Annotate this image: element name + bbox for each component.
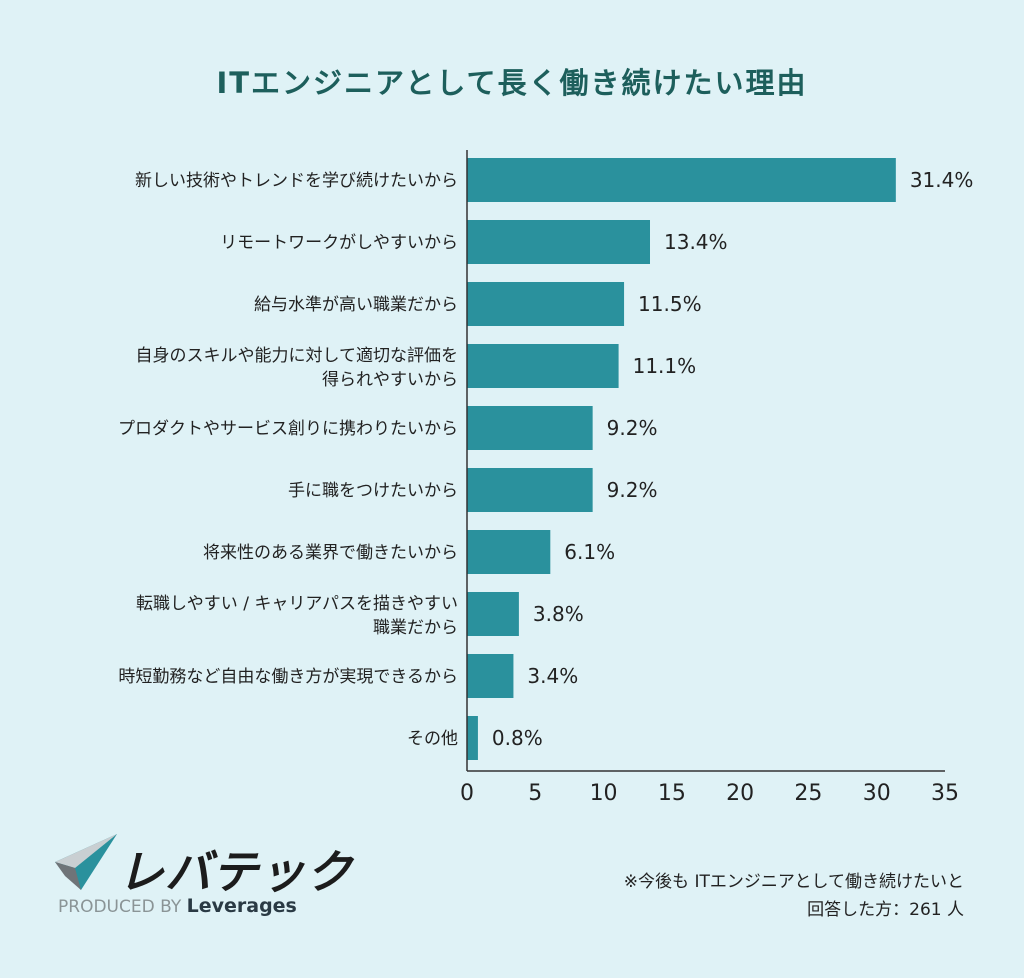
bar bbox=[467, 716, 478, 760]
produced-by: PRODUCED BY Leverages bbox=[58, 895, 297, 917]
x-tick-label: 5 bbox=[528, 781, 542, 806]
value-label: 11.1% bbox=[633, 354, 697, 378]
bar bbox=[467, 654, 514, 698]
x-tick-label: 25 bbox=[794, 781, 822, 806]
category-label: プロダクトやサービス創りに携わりたいから bbox=[118, 419, 458, 439]
bar bbox=[467, 158, 896, 202]
category-label: 将来性のある業界で働きたいから bbox=[203, 543, 458, 563]
x-tick-label: 15 bbox=[658, 781, 686, 806]
value-label: 13.4% bbox=[664, 230, 728, 254]
bar bbox=[467, 468, 593, 512]
x-tick-label: 10 bbox=[590, 781, 618, 806]
value-label: 3.4% bbox=[527, 664, 578, 688]
note-line-2: 回答した方：261 人 bbox=[807, 900, 964, 920]
category-label: その他 bbox=[407, 729, 458, 749]
value-label: 11.5% bbox=[638, 292, 702, 316]
bar-chart: 31.4% 新しい技術やトレンドを学び続けたいから 13.4% リモートワークがしやす… bbox=[118, 150, 974, 806]
brand-logo-text: レバテック bbox=[118, 845, 353, 899]
value-label: 3.8% bbox=[533, 602, 584, 626]
x-tick-label: 35 bbox=[931, 781, 959, 806]
value-label: 0.8% bbox=[492, 726, 543, 750]
bar bbox=[467, 282, 625, 326]
company-name: Leverages bbox=[186, 895, 297, 917]
category-label: 自身のスキルや能力に対して適切な評価を bbox=[136, 346, 459, 366]
leverages-logo-icon bbox=[55, 834, 117, 890]
value-label: 9.2% bbox=[607, 478, 658, 502]
x-tick-label: 20 bbox=[726, 781, 754, 806]
bar bbox=[467, 592, 519, 636]
category-label: 新しい技術やトレンドを学び続けたいから bbox=[135, 171, 458, 191]
category-label: 転職しやすい / キャリアパスを描きやすい bbox=[136, 594, 458, 614]
x-tick-label: 0 bbox=[460, 781, 474, 806]
value-label: 9.2% bbox=[607, 416, 658, 440]
bar bbox=[467, 220, 651, 264]
category-label: リモートワークがしやすいから bbox=[220, 233, 458, 253]
category-label: 手に職をつけたいから bbox=[288, 481, 458, 501]
category-label: 給与水準が高い職業だから bbox=[254, 295, 458, 315]
category-label: 得られやすいから bbox=[322, 370, 458, 390]
note-line-1: ※今後も ITエンジニアとして働き続けたいと bbox=[623, 872, 964, 892]
category-label: 時短勤務など自由な働き方が実現できるから bbox=[118, 667, 458, 687]
survey-note: ※今後も ITエンジニアとして働き続けたいと 回答した方：261 人 bbox=[624, 868, 964, 924]
bar bbox=[467, 406, 593, 450]
category-label: 職業だから bbox=[373, 618, 458, 638]
chart-title: ITエンジニアとして長く働き続けたい理由 bbox=[216, 66, 808, 100]
x-tick-label: 30 bbox=[863, 781, 891, 806]
produced-by-label: PRODUCED BY bbox=[58, 897, 182, 917]
value-label: 31.4% bbox=[910, 168, 974, 192]
bar bbox=[467, 530, 551, 574]
value-label: 6.1% bbox=[564, 540, 615, 564]
bar bbox=[467, 344, 619, 388]
